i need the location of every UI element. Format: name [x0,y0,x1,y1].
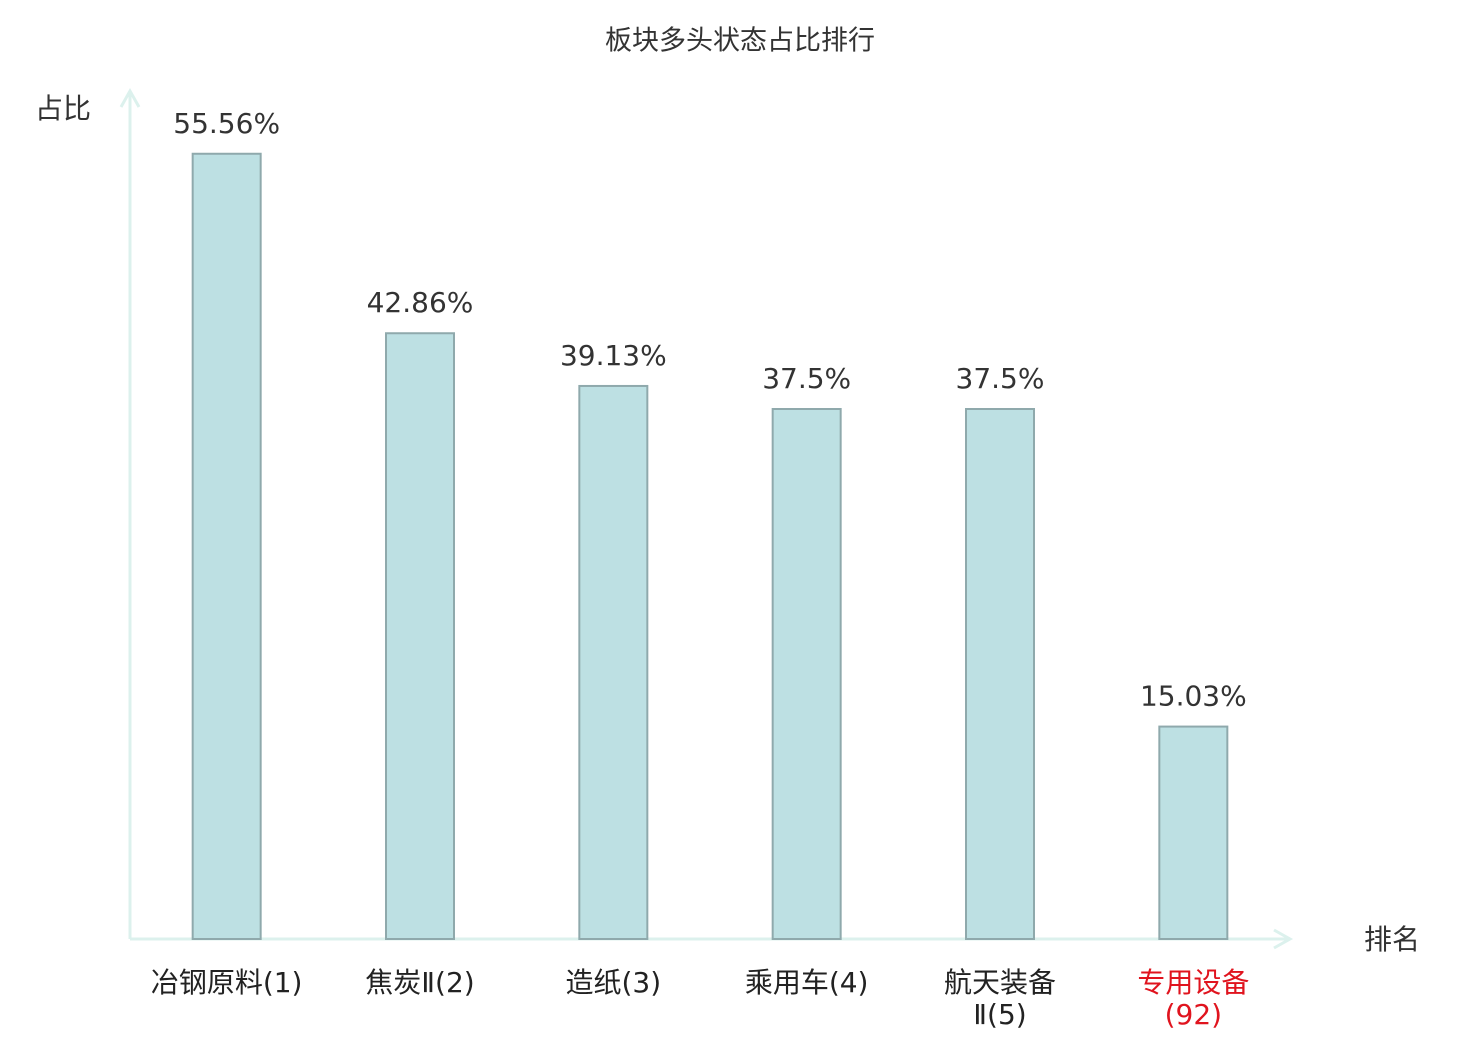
x-tick-label: 航天装备Ⅱ(5) [943,966,1056,1031]
bar [191,152,262,940]
bar [1158,725,1229,940]
x-axis-arrow [1273,928,1294,950]
x-tick-label: 造纸(3) [565,966,662,999]
chart-title: 板块多头状态占比排行 [605,26,875,57]
value-label: 37.5% [762,362,851,395]
value-label: 39.13% [560,339,667,372]
bar [771,408,842,940]
x-tick-label: 冶钢原料(1) [150,966,303,999]
value-label: 55.56% [173,107,280,140]
value-label: 42.86% [367,286,474,319]
x-axis-label: 排名 [1364,923,1420,956]
x-tick-label: 焦炭Ⅱ(2) [365,966,475,999]
x-tick-label: 专用设备(92) [1137,966,1250,1031]
bar [578,384,649,941]
bar [965,408,1035,940]
bar [385,332,455,940]
x-tick-label: 乘用车(4) [744,966,869,999]
y-axis-label: 占比 [35,92,91,125]
value-label: 37.5% [956,362,1045,395]
value-label: 15.03% [1140,680,1247,713]
y-axis-arrow [119,87,141,108]
